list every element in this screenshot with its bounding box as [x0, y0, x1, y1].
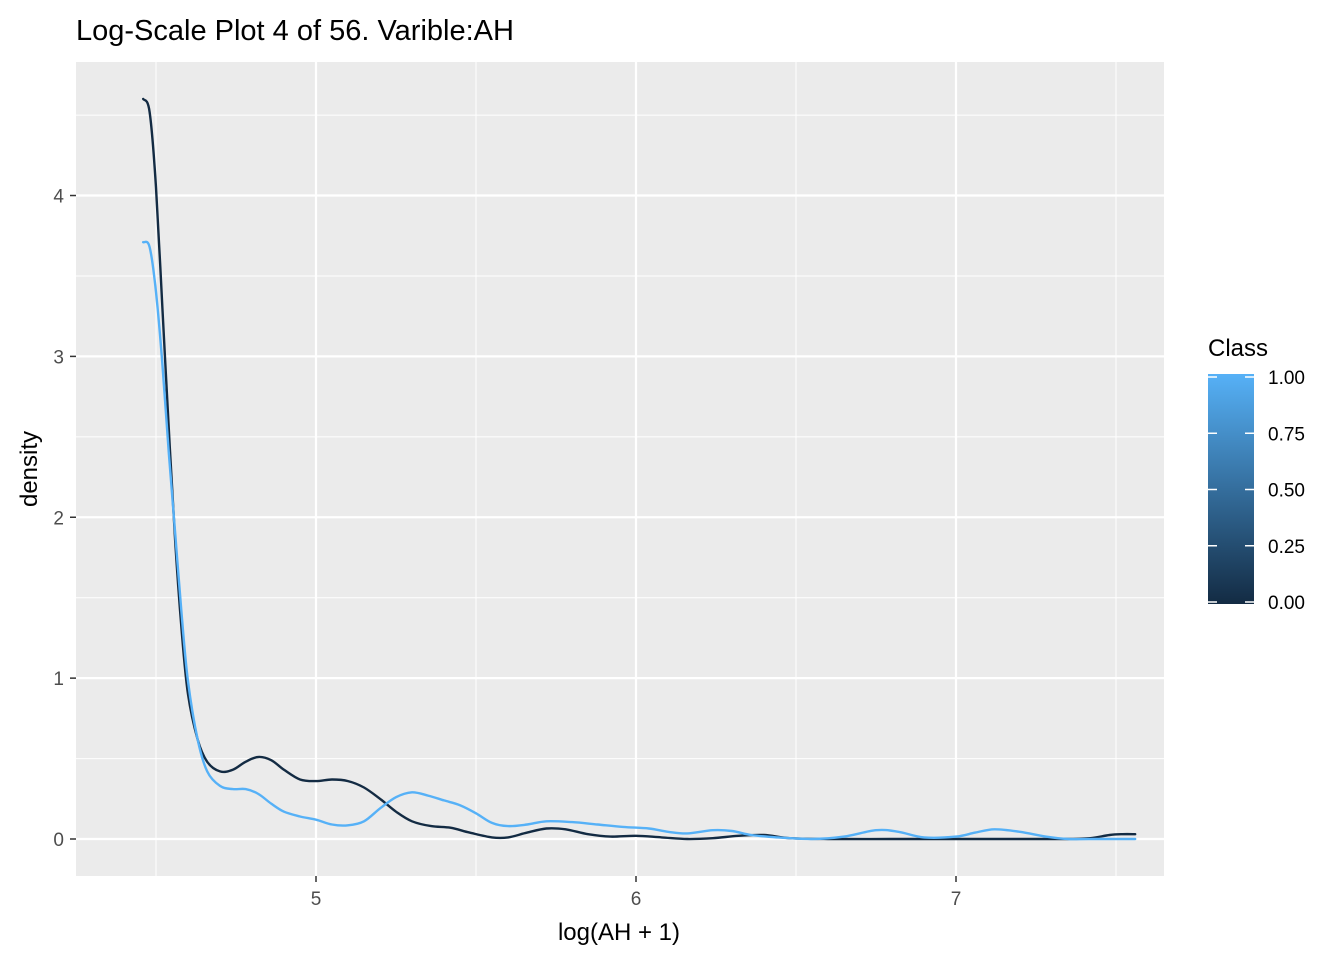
legend-title: Class — [1208, 335, 1268, 362]
legend-label: 0.75 — [1268, 424, 1305, 445]
x-axis: 5 6 7 — [311, 876, 962, 910]
density-line-class-1 — [142, 240, 1137, 841]
x-tick-label: 6 — [631, 889, 642, 910]
y-axis: 0 1 2 3 4 — [53, 187, 76, 851]
legend-label: 0.50 — [1268, 481, 1305, 502]
y-tick-label: 3 — [53, 347, 64, 368]
legend: Class 1.00 0.75 0.50 0.25 0.00 — [1208, 335, 1305, 614]
y-axis-title: density — [16, 431, 43, 507]
grid-minor — [76, 62, 1164, 876]
colorbar-ticks: 1.00 0.75 0.50 0.25 0.00 — [1208, 368, 1305, 614]
y-tick-label: 4 — [53, 187, 64, 208]
y-tick-label: 2 — [53, 508, 64, 529]
x-axis-title: log(AH + 1) — [558, 919, 680, 946]
legend-label: 0.25 — [1268, 537, 1305, 558]
series-layer — [142, 97, 1137, 841]
legend-label: 1.00 — [1268, 368, 1305, 389]
plot-panel — [76, 62, 1164, 876]
legend-label: 0.00 — [1268, 593, 1305, 614]
x-tick-label: 5 — [311, 889, 322, 910]
x-tick-label: 7 — [951, 889, 962, 910]
y-tick-label: 1 — [53, 669, 64, 690]
y-tick-label: 0 — [53, 830, 64, 851]
chart-title: Log-Scale Plot 4 of 56. Varible:AH — [76, 15, 514, 47]
